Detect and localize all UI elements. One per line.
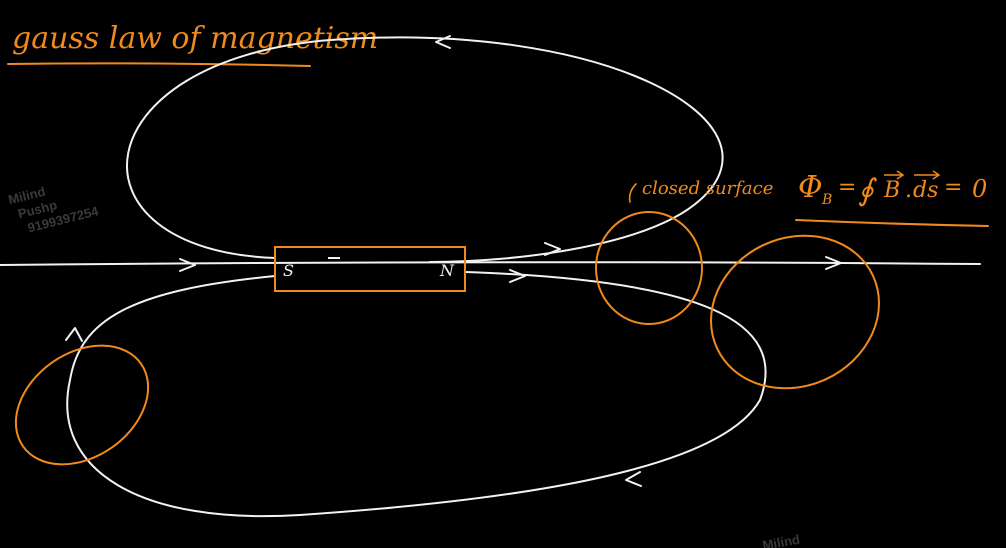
upper-field-loop — [125, 36, 724, 263]
axis-arrow-right — [825, 256, 842, 270]
gauss-formula: Φ B = ∮ B . ds = 0 — [798, 170, 987, 208]
vector-ds: ds — [913, 178, 938, 203]
flux-subscript: B — [821, 192, 832, 208]
lower-loop-arrow-right — [509, 269, 526, 283]
watermark-bottom: Milind — [761, 532, 801, 548]
vector-b: B — [883, 178, 900, 203]
bar-magnet — [274, 246, 466, 292]
lower-loop-arrow-bottom — [625, 471, 642, 487]
magnet-south-label: S — [283, 261, 294, 280]
label-pointer — [628, 183, 637, 203]
formula-equals-1: = — [838, 175, 856, 200]
vector-b-arrow — [884, 170, 905, 180]
closed-surface-left — [14, 344, 150, 466]
vector-ds-arrow — [914, 170, 941, 180]
watermark-left: Milind Pushp 9199397254 — [7, 184, 101, 236]
lower-field-loop — [66, 271, 767, 518]
upper-loop-arrow-right — [544, 242, 561, 256]
closed-surface-label: closed surface — [642, 178, 773, 199]
magnet-north-label: N — [439, 261, 455, 280]
closed-surface-outer — [710, 234, 880, 390]
lower-loop-arrow-left — [65, 327, 83, 342]
title-text: gauss law of magnetism — [12, 21, 378, 56]
closed-integral: ∮ — [858, 173, 877, 208]
dot-operator: . — [905, 178, 912, 203]
formula-equals-2: = — [944, 175, 962, 200]
upper-loop-arrow-top — [435, 35, 451, 49]
title-underline — [7, 62, 311, 67]
axis-field-line — [0, 261, 981, 266]
flux-symbol: Φ — [798, 170, 823, 205]
formula-zero: 0 — [972, 175, 987, 203]
axis-arrow-left — [179, 258, 196, 272]
formula-underline — [795, 219, 989, 227]
closed-surface-right — [595, 211, 703, 325]
